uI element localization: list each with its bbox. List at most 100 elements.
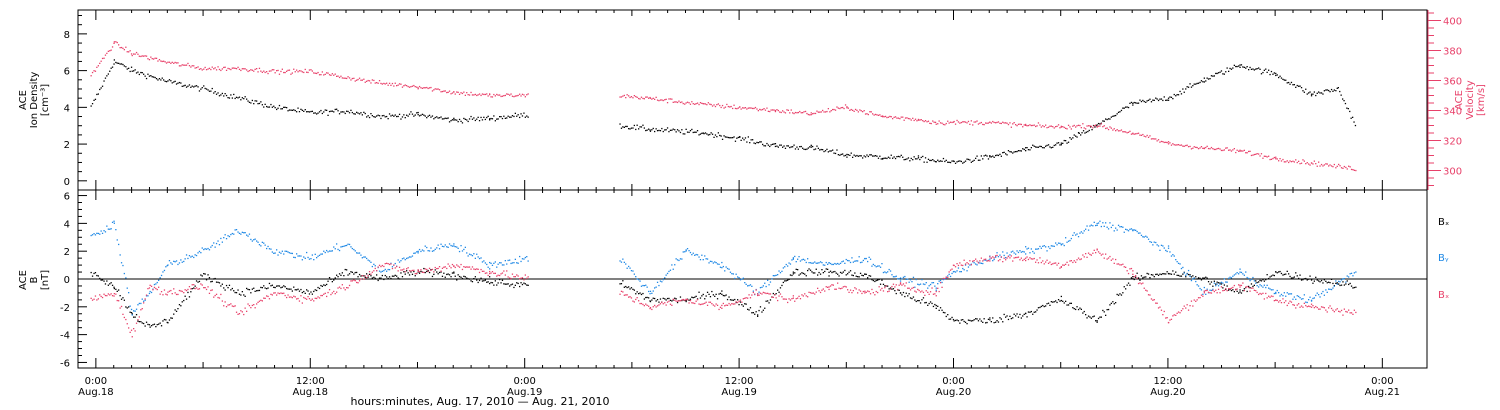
velocity-point [1055, 126, 1057, 128]
density-point [301, 109, 303, 111]
bx-point [401, 276, 404, 278]
velocity-point [140, 55, 142, 58]
by-point [1002, 251, 1004, 253]
density-point [979, 159, 981, 161]
by-point [686, 248, 689, 250]
density-point [732, 137, 734, 139]
density-point [184, 84, 186, 86]
by-point [904, 275, 906, 278]
velocity-point [294, 71, 296, 73]
velocity-point [443, 90, 445, 92]
by-point [921, 279, 923, 281]
bx-point [360, 275, 362, 277]
by-point [1005, 257, 1007, 259]
by-point [959, 271, 961, 273]
density-point [872, 155, 874, 157]
bx-point [989, 317, 991, 319]
by-point [218, 244, 221, 246]
velocity-point [759, 108, 761, 111]
bx-point [503, 283, 505, 285]
density-point [759, 141, 761, 143]
density-point [144, 75, 146, 77]
by-point [343, 245, 345, 247]
bz-point [1310, 306, 1313, 308]
bz-point [491, 271, 494, 273]
density-point [1081, 132, 1083, 134]
by-point [195, 254, 198, 257]
velocity-point [783, 111, 785, 113]
density-point [524, 116, 526, 118]
velocity-point [1172, 143, 1174, 145]
bx-point [1206, 277, 1208, 279]
by-point [899, 280, 902, 282]
density-point [899, 156, 901, 158]
bz-point [620, 290, 623, 292]
velocity-point [263, 70, 265, 72]
bx-point [925, 301, 927, 304]
by-point [331, 250, 333, 252]
velocity-point [629, 96, 631, 99]
bx-point [122, 297, 124, 299]
bz-point [1169, 319, 1171, 321]
velocity-point [521, 93, 524, 95]
by-point [174, 261, 176, 263]
bx-point [1116, 293, 1118, 296]
by-point [1170, 255, 1173, 257]
bz-point [254, 307, 256, 309]
density-point [487, 115, 489, 117]
bz-point [225, 306, 228, 308]
bx-point [287, 288, 289, 290]
bx-point [150, 325, 153, 327]
density-point [1280, 77, 1283, 79]
bz-point [729, 304, 732, 306]
bz-point [1199, 297, 1201, 299]
by-point [150, 291, 153, 294]
velocity-point [253, 70, 255, 72]
bz-point [1330, 307, 1333, 310]
bz-point [133, 328, 135, 330]
velocity-point [1186, 144, 1188, 146]
density-point [1025, 150, 1027, 152]
bx-point [685, 300, 687, 303]
velocity-point [932, 120, 934, 122]
by-point [628, 265, 630, 268]
bx-point [340, 274, 342, 276]
bx-point [1192, 275, 1194, 277]
density-point [101, 85, 104, 87]
velocity-point [268, 70, 271, 72]
by-point [267, 245, 269, 248]
by-point [353, 248, 355, 251]
bz-point [220, 293, 222, 296]
velocity-point [474, 93, 476, 96]
by-point [135, 308, 138, 310]
velocity-point [307, 71, 309, 74]
bz-point [1060, 266, 1062, 268]
velocity-point [1125, 131, 1127, 133]
velocity-point [453, 91, 455, 93]
velocity-point [986, 122, 988, 124]
density-point [271, 106, 273, 108]
bz-point [953, 264, 955, 267]
bz-point [440, 270, 442, 272]
velocity-point [288, 69, 291, 71]
density-point [1052, 146, 1054, 148]
bx-point [344, 268, 346, 271]
density-point [1337, 87, 1339, 89]
bx-point [374, 277, 376, 279]
density-point [1055, 144, 1057, 146]
bz-point [234, 305, 236, 307]
bz-point [458, 266, 461, 268]
by-point [513, 262, 515, 264]
bx-point [483, 280, 485, 282]
by-point [414, 252, 416, 254]
by-point [664, 277, 666, 279]
by-point [194, 254, 196, 256]
bz-point [180, 290, 182, 292]
by-point [137, 304, 139, 306]
bx-point [163, 318, 166, 321]
velocity-point [1310, 162, 1313, 164]
bz-point [640, 302, 643, 305]
bz-point [394, 267, 396, 269]
bx-point [1013, 313, 1015, 315]
density-point [357, 112, 359, 114]
